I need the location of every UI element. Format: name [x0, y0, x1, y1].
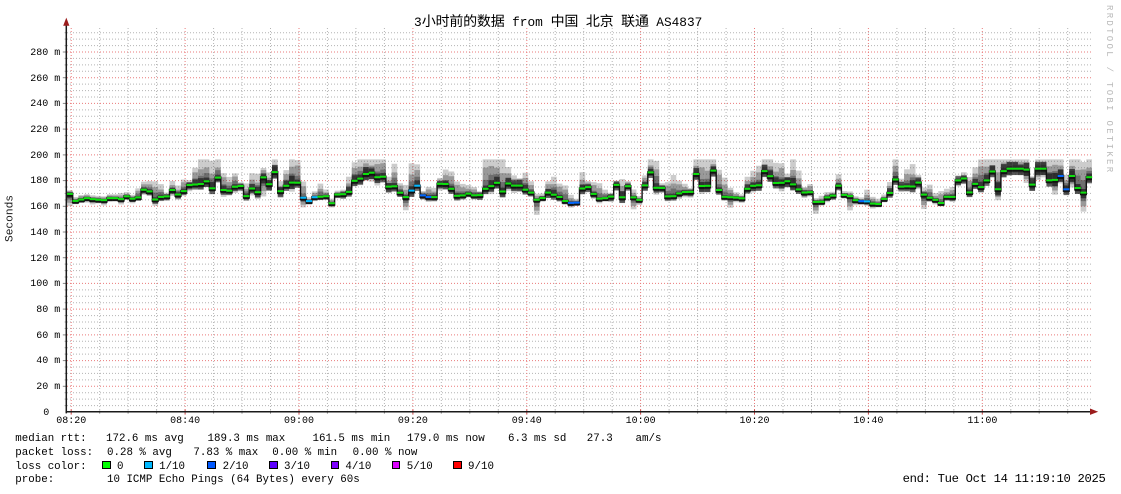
svg-text:3: 3: [414, 15, 422, 30]
svg-text:AS4837: AS4837: [657, 15, 703, 30]
svg-text:from: from: [512, 15, 543, 30]
